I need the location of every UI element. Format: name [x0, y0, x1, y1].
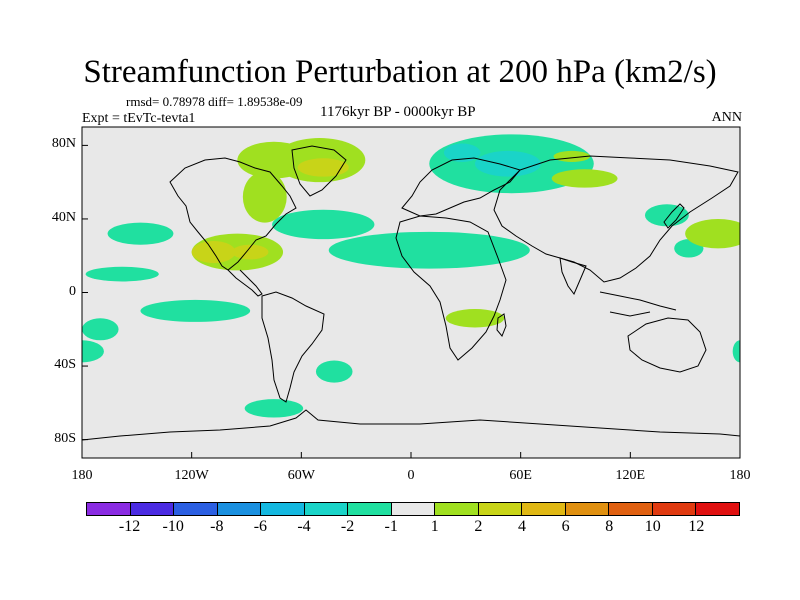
coastline-north-america [169, 157, 297, 271]
coastline-indonesia [599, 291, 677, 317]
lat-label-40S: 40S [54, 357, 76, 373]
colorbar-swatch-13 [652, 503, 697, 515]
lon-label-0: 180 [71, 468, 93, 483]
colorbar [86, 502, 740, 516]
colorbar-label-6: 6 [561, 518, 570, 535]
colorbar-swatch-4 [261, 503, 305, 515]
lon-label-1: 120W [174, 468, 209, 483]
anomaly-region-4 [272, 209, 375, 240]
colorbar-swatch-6 [348, 503, 392, 515]
colorbar-swatch-11 [565, 503, 610, 515]
anomaly-region-20 [231, 244, 269, 260]
anomaly-region-1 [85, 266, 159, 282]
anomaly-region-5 [328, 231, 530, 269]
anomaly-region-6 [644, 204, 689, 227]
lat-label-80N: 80N [51, 136, 76, 152]
coastline-central-america [227, 269, 263, 297]
colorbar-swatch-9 [478, 503, 523, 515]
lon-label-6: 180 [729, 468, 751, 483]
coastline-africa [395, 215, 507, 361]
colorbar-label--10: -10 [162, 518, 184, 535]
colorbar-label-1: 1 [430, 518, 439, 535]
anomaly-region-8 [474, 150, 541, 177]
colorbar-label-4: 4 [518, 518, 526, 535]
experiment-label: Expt = tEvTc-tevta1 [82, 111, 196, 126]
colorbar-swatch-5 [304, 503, 349, 515]
anomaly-region-11 [244, 399, 304, 418]
colorbar-swatch-0 [87, 503, 131, 515]
anomaly-region-23 [445, 309, 505, 328]
coastline-madagascar [496, 313, 507, 337]
colorbar-swatch-10 [522, 503, 566, 515]
coastline-india [559, 257, 587, 295]
anomaly-region-21 [297, 158, 349, 177]
colorbar-label--6: -6 [253, 518, 268, 535]
lat-label-80S: 80S [54, 430, 76, 446]
lat-label-40N: 40N [51, 209, 76, 225]
colorbar-swatch-2 [174, 503, 218, 515]
anomaly-region-17 [242, 171, 287, 223]
coastline-layer [82, 145, 740, 441]
lon-label-4: 60E [509, 468, 532, 483]
period-label: 1176kyr BP - 0000kyr BP [320, 104, 476, 120]
map-title: Streamfunction Perturbation at 200 hPa (… [83, 54, 717, 90]
stats-text: rmsd= 0.78978 diff= 1.89538e-09 [126, 94, 303, 109]
colorbar-label--12: -12 [118, 518, 141, 535]
anomaly-layer [82, 134, 740, 418]
anomaly-region-12 [732, 340, 740, 363]
coastline-australia [627, 317, 707, 373]
colorbar-label-8: 8 [605, 518, 614, 535]
coastline-japan [663, 203, 685, 229]
colorbar-label--1: -1 [384, 518, 398, 535]
colorbar-label-2: 2 [474, 518, 483, 535]
lon-label-5: 120E [615, 468, 646, 483]
colorbar-label--8: -8 [210, 518, 224, 535]
season-label: ANN [711, 110, 742, 125]
lon-label-2: 60W [287, 468, 315, 483]
colorbar-swatch-12 [609, 503, 653, 515]
colorbar-swatch-3 [217, 503, 262, 515]
colorbar-swatch-8 [435, 503, 479, 515]
anomaly-region-24 [685, 218, 740, 249]
coastline-asia [493, 155, 739, 283]
colorbar-swatch-1 [130, 503, 175, 515]
colorbar-swatch-7 [391, 503, 436, 515]
map-background [82, 127, 740, 458]
coastline-antarctica [82, 409, 740, 441]
colorbar-label--4: -4 [297, 518, 311, 535]
coastline-europe [401, 157, 521, 217]
colorbar-label-12: 12 [688, 518, 705, 535]
colorbar-label-10: 10 [644, 518, 661, 535]
lat-label-0: 0 [69, 283, 76, 299]
anomaly-region-9 [443, 143, 481, 162]
anomaly-region-2 [140, 299, 251, 322]
axis-ticks [81, 144, 741, 458]
anomaly-region-13 [82, 340, 104, 363]
colorbar-swatch-14 [696, 503, 739, 515]
anomaly-region-10 [315, 360, 353, 383]
coastline-south-america [261, 291, 325, 403]
anomaly-region-22 [551, 169, 618, 188]
colorbar-label--2: -2 [340, 518, 355, 535]
coastline-greenland [291, 145, 347, 197]
anomaly-region-3 [82, 318, 119, 341]
lon-label-3: 0 [407, 468, 415, 483]
anomaly-region-0 [107, 222, 174, 245]
